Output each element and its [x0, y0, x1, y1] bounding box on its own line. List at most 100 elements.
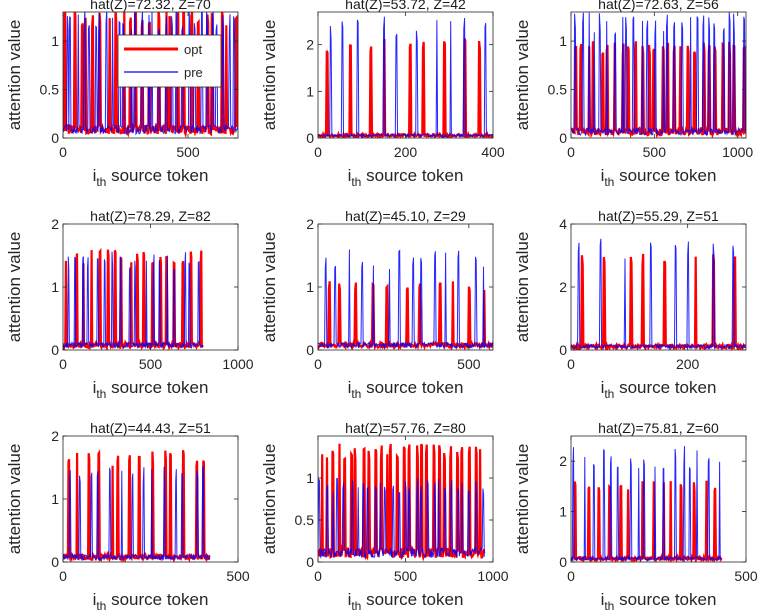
y-tick-label: 1: [51, 279, 59, 295]
axes-box: [570, 435, 747, 563]
series-pre-line: [318, 477, 485, 560]
series-pre-line: [63, 251, 204, 350]
x-axis-label: ith source token: [93, 166, 209, 189]
y-tick-label: 0: [51, 342, 59, 358]
legend-pre-label: pre: [184, 65, 203, 80]
y-tick-label: 1: [51, 491, 59, 507]
subplot-title: hat(Z)=75.81, Z=60: [598, 420, 719, 436]
subplot-5: 0 1 2 0 500 hat(Z)=45.10, Z=29 ith source toke…: [260, 208, 494, 401]
x-axis-label: ith source token: [348, 378, 464, 401]
subplot-1: 0 0.5 1 0 500 hat(Z)=72.32, Z=70 ith source to…: [5, 0, 239, 189]
y-tick-label: 2: [306, 37, 314, 53]
series-group: [571, 238, 746, 350]
series-group: [571, 446, 723, 562]
legend: opt pre: [117, 34, 222, 88]
x-tick-label: 0: [567, 568, 575, 584]
x-label-rest: source token: [361, 166, 463, 185]
subplot-title: hat(Z)=72.32, Z=70: [90, 0, 211, 12]
x-tick-label: 400: [481, 144, 505, 160]
y-tick-label: 4: [559, 216, 567, 232]
subplot-title: hat(Z)=57.76, Z=80: [345, 420, 466, 436]
x-axis-label: ith source token: [93, 590, 209, 611]
x-label-rest: source token: [361, 378, 463, 397]
plot-area: [571, 224, 746, 350]
x-label-rest: source token: [614, 590, 716, 609]
subplot-title: hat(Z)=44.43, Z=51: [90, 420, 211, 436]
x-tick-label: 0: [567, 144, 575, 160]
x-label-main: i: [348, 590, 352, 609]
y-tick-label: 0: [51, 554, 59, 570]
x-label-subscript: th: [604, 387, 614, 401]
subplot-title: hat(Z)=53.72, Z=42: [345, 0, 466, 12]
x-axis-label: ith source token: [348, 590, 464, 611]
x-label-main: i: [93, 378, 97, 397]
x-tick-label: 1000: [477, 568, 508, 584]
x-tick-label: 200: [394, 144, 418, 160]
series-pre-line: [571, 12, 746, 137]
x-label-subscript: th: [604, 175, 614, 189]
x-axis-label: ith source token: [348, 166, 464, 189]
x-tick-label: 0: [59, 568, 67, 584]
x-tick-label: 500: [226, 568, 250, 584]
x-label-subscript: th: [351, 599, 361, 611]
series-group: [63, 247, 204, 350]
y-axis-label: attention value: [513, 20, 532, 131]
plot-area: [571, 12, 746, 138]
x-label-subscript: th: [96, 387, 106, 401]
x-tick-label: 0: [314, 568, 322, 584]
y-tick-label: 2: [51, 216, 59, 232]
x-axis-label: ith source token: [93, 378, 209, 401]
x-label-main: i: [601, 590, 605, 609]
series-pre-line: [63, 466, 211, 562]
y-tick-label: 0: [559, 130, 567, 146]
x-label-rest: source token: [106, 166, 208, 185]
y-tick-label: 1: [306, 470, 314, 486]
x-tick-label: 1000: [222, 356, 253, 372]
x-tick-label: 0: [567, 356, 575, 372]
x-label-main: i: [348, 166, 352, 185]
series-group: [571, 12, 746, 138]
y-tick-label: 1: [306, 279, 314, 295]
plot-area: [63, 224, 238, 350]
axes-box: [62, 11, 239, 139]
subplot-9: 0 1 2 0 500 hat(Z)=75.81, Z=60 ith source toke…: [513, 420, 758, 611]
x-axis-label: ith source token: [601, 166, 717, 189]
y-axis-label: attention value: [260, 20, 279, 131]
y-axis-label: attention value: [5, 20, 24, 131]
y-tick-label: 1: [559, 33, 567, 49]
x-axis-label: ith source token: [601, 590, 717, 611]
y-tick-label: 0: [306, 130, 314, 146]
subplot-title: hat(Z)=78.29, Z=82: [90, 208, 211, 224]
y-tick-label: 0: [559, 554, 567, 570]
x-tick-label: 500: [734, 568, 758, 584]
subplot-2: 0 1 2 0 200 400 hat(Z)=53.72, Z=42 ith source t…: [260, 0, 505, 189]
x-tick-label: 500: [457, 356, 481, 372]
x-label-main: i: [93, 590, 97, 609]
y-tick-label: 0: [306, 554, 314, 570]
x-tick-label: 500: [643, 144, 667, 160]
x-tick-label: 500: [139, 356, 163, 372]
x-label-subscript: th: [96, 175, 106, 189]
y-axis-label: attention value: [5, 232, 24, 343]
y-tick-label: 2: [559, 453, 567, 469]
y-tick-label: 2: [306, 216, 314, 232]
x-label-subscript: th: [351, 387, 361, 401]
x-axis-label: ith source token: [601, 378, 717, 401]
y-tick-label: 1: [306, 83, 314, 99]
x-label-rest: source token: [106, 378, 208, 397]
x-label-rest: source token: [361, 590, 463, 609]
y-tick-label: 0: [559, 342, 567, 358]
subplot-3: 0 0.5 1 0 500 1000 hat(Z)=72.63, Z=56 ith sourc…: [513, 0, 753, 189]
x-tick-label: 500: [394, 568, 418, 584]
x-tick-label: 0: [314, 356, 322, 372]
x-tick-label: 0: [59, 356, 67, 372]
series-group: [318, 443, 486, 562]
subplot-title: hat(Z)=55.29, Z=51: [598, 208, 719, 224]
x-label-rest: source token: [614, 166, 716, 185]
y-tick-label: 0.5: [40, 82, 60, 98]
series-pre-line: [63, 12, 238, 136]
y-tick-label: 2: [559, 279, 567, 295]
series-pre-line: [571, 238, 746, 350]
subplot-4: 0 1 2 0 500 1000 hat(Z)=78.29, Z=82 ith source …: [5, 208, 254, 401]
x-label-subscript: th: [604, 599, 614, 611]
